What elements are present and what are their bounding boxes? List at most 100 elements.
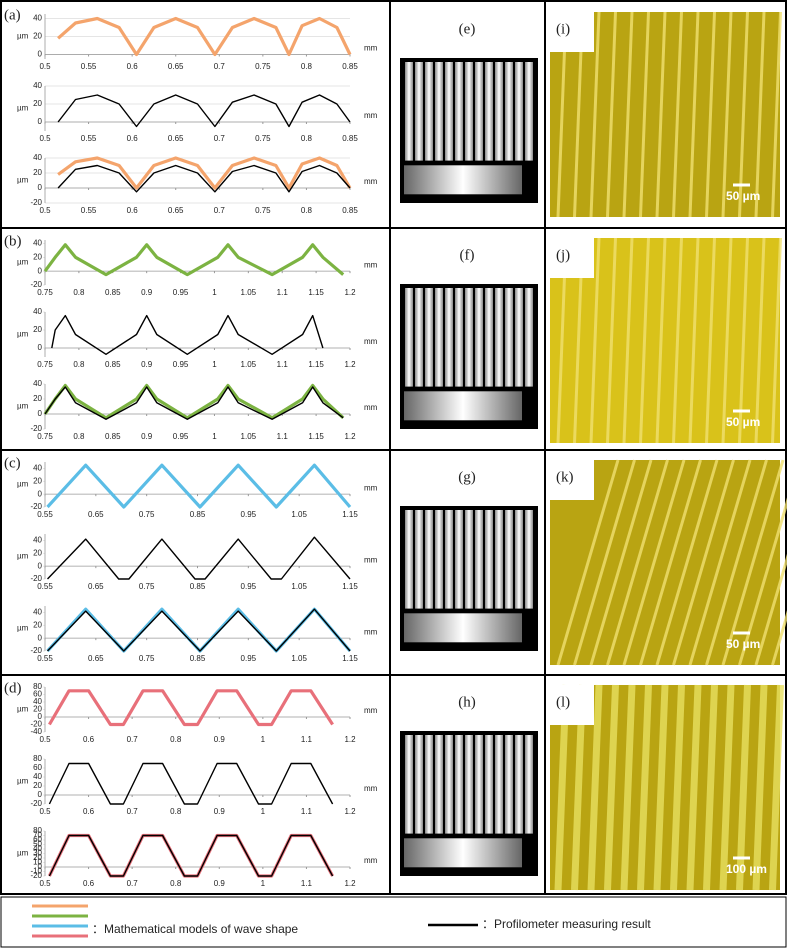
series-line (46, 463, 352, 509)
mask-stripe (445, 62, 453, 161)
x-axis-label: mm (364, 111, 378, 120)
mask-stripe (405, 735, 413, 834)
mask-stripe (455, 735, 463, 834)
y-tick-label: 20 (33, 853, 42, 862)
y-tick-label: 0 (38, 712, 43, 721)
y-tick-label: 0 (38, 790, 43, 799)
mask-stripe (455, 288, 463, 387)
y-tick-label: 50 (33, 840, 42, 849)
series-line (51, 314, 324, 355)
x-tick-label: 1 (261, 879, 266, 888)
mask-stripe (515, 62, 523, 161)
y-tick-label: 40 (33, 536, 42, 545)
series-line (57, 164, 351, 193)
x-tick-label: 0.7 (127, 807, 139, 816)
y-axis-label: µm (17, 104, 29, 113)
series-line (48, 689, 334, 727)
x-axis-label: mm (364, 44, 378, 53)
y-tick-label: 20 (33, 168, 42, 177)
x-tick-label: 1.2 (344, 807, 356, 816)
x-tick-label: 0.55 (81, 134, 97, 143)
x-axis-label: mm (364, 337, 378, 346)
x-tick-label: 0.85 (342, 206, 358, 215)
mask-stripe (415, 288, 423, 387)
photo-stripe (754, 553, 787, 666)
mask-stripe (465, 62, 473, 161)
x-tick-label: 1.2 (344, 288, 356, 297)
x-tick-label: 0.8 (73, 432, 85, 441)
x-tick-label: 0.55 (81, 62, 97, 71)
x-tick-label: 0.55 (37, 654, 53, 663)
photo-stripe (637, 684, 652, 891)
x-tick-label: 0.7 (127, 735, 139, 744)
series-line (57, 16, 352, 57)
y-axis-label: µm (17, 32, 29, 41)
x-tick-label: 1.2 (344, 735, 356, 744)
mask-stripe (505, 510, 513, 609)
x-tick-label: 0.85 (342, 62, 358, 71)
x-tick-label: 0.85 (190, 654, 206, 663)
x-tick-label: 0.8 (170, 735, 182, 744)
x-tick-label: 0.5 (39, 134, 51, 143)
y-axis-label: µm (17, 258, 29, 267)
mask-stripe (475, 735, 483, 834)
mask-stripe (525, 735, 533, 834)
photo-stripe (606, 11, 617, 218)
y-tick-label: 0 (38, 409, 43, 418)
photo-stripe (721, 11, 733, 218)
x-tick-label: 1.2 (344, 432, 356, 441)
mask-stripe (425, 62, 433, 161)
photo-stripe (771, 11, 782, 218)
mask-stripe (455, 62, 463, 161)
photo-stripe (719, 684, 735, 891)
series-line (48, 762, 334, 805)
x-tick-label: 0.55 (37, 582, 53, 591)
series-line (57, 156, 352, 190)
photo-stripe (670, 684, 685, 891)
y-tick-label: 80 (33, 754, 42, 763)
x-tick-label: 0.8 (73, 360, 85, 369)
x-tick-label: 0.75 (37, 360, 53, 369)
panel-label: (d) (4, 680, 22, 696)
photo-stripe (606, 459, 669, 666)
mask-stripe (515, 510, 523, 609)
legend-box (0, 896, 787, 948)
series-line (43, 243, 345, 277)
photo-stripe (688, 459, 752, 666)
photo-stripe (705, 459, 768, 666)
photo-stripe (721, 459, 785, 666)
photo-stripe (653, 684, 669, 891)
x-tick-label: 0.6 (127, 134, 139, 143)
y-tick-label: 20 (33, 705, 42, 714)
scale-label: 50 µm (726, 637, 760, 651)
micrograph: (i) 50 µm (550, 11, 782, 218)
x-tick-label: 1 (261, 735, 266, 744)
mask-stripe (485, 288, 493, 387)
y-tick-label: 20 (33, 620, 42, 629)
x-tick-label: 1.1 (301, 735, 313, 744)
photo-stripe (688, 237, 700, 444)
photo-stripe (738, 237, 749, 444)
photo-stripe (771, 610, 787, 666)
mask-stripe (495, 510, 503, 609)
mask-stripe (495, 288, 503, 387)
photo-stripe (752, 684, 768, 891)
x-tick-label: 1.2 (344, 879, 356, 888)
y-tick-label: 80 (33, 682, 42, 691)
photo-stripe (738, 11, 749, 218)
photo-stripe (771, 237, 782, 444)
x-tick-label: 1.1 (277, 288, 289, 297)
x-axis-label: mm (364, 856, 378, 865)
y-tick-label: -20 (30, 871, 42, 880)
x-tick-label: 0.7 (127, 879, 139, 888)
scale-label: 50 µm (726, 189, 760, 203)
y-tick-label: 20 (33, 252, 42, 261)
y-tick-label: 20 (33, 32, 42, 41)
x-tick-label: 1 (212, 360, 217, 369)
x-tick-label: 0.8 (301, 206, 313, 215)
photo-stripe (639, 459, 702, 666)
x-tick-label: 1.1 (277, 360, 289, 369)
y-tick-label: -20 (30, 280, 42, 289)
mask-stripe (465, 288, 473, 387)
